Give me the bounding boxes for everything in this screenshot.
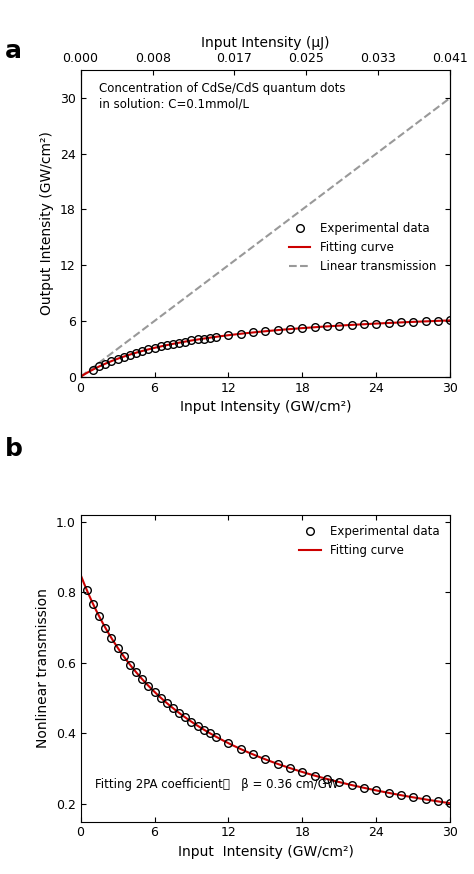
Text: Concentration of CdSe/CdS quantum dots
in solution: C=0.1mmol/L: Concentration of CdSe/CdS quantum dots i…	[99, 82, 346, 110]
Legend: Experimental data, Fitting curve, Linear transmission: Experimental data, Fitting curve, Linear…	[284, 218, 441, 278]
Text: Fitting 2PA coefficient：   β = 0.36 cm/GW: Fitting 2PA coefficient： β = 0.36 cm/GW	[95, 778, 339, 791]
Y-axis label: Nonlinear transmission: Nonlinear transmission	[36, 588, 50, 748]
Legend: Experimental data, Fitting curve: Experimental data, Fitting curve	[295, 521, 445, 562]
X-axis label: Input Intensity (GW/cm²): Input Intensity (GW/cm²)	[180, 400, 351, 414]
Y-axis label: Output Intensity (GW/cm²): Output Intensity (GW/cm²)	[40, 131, 55, 316]
X-axis label: Input Intensity (μJ): Input Intensity (μJ)	[201, 36, 330, 50]
Text: b: b	[5, 437, 23, 461]
X-axis label: Input  Intensity (GW/cm²): Input Intensity (GW/cm²)	[177, 845, 354, 859]
Text: a: a	[5, 39, 22, 63]
